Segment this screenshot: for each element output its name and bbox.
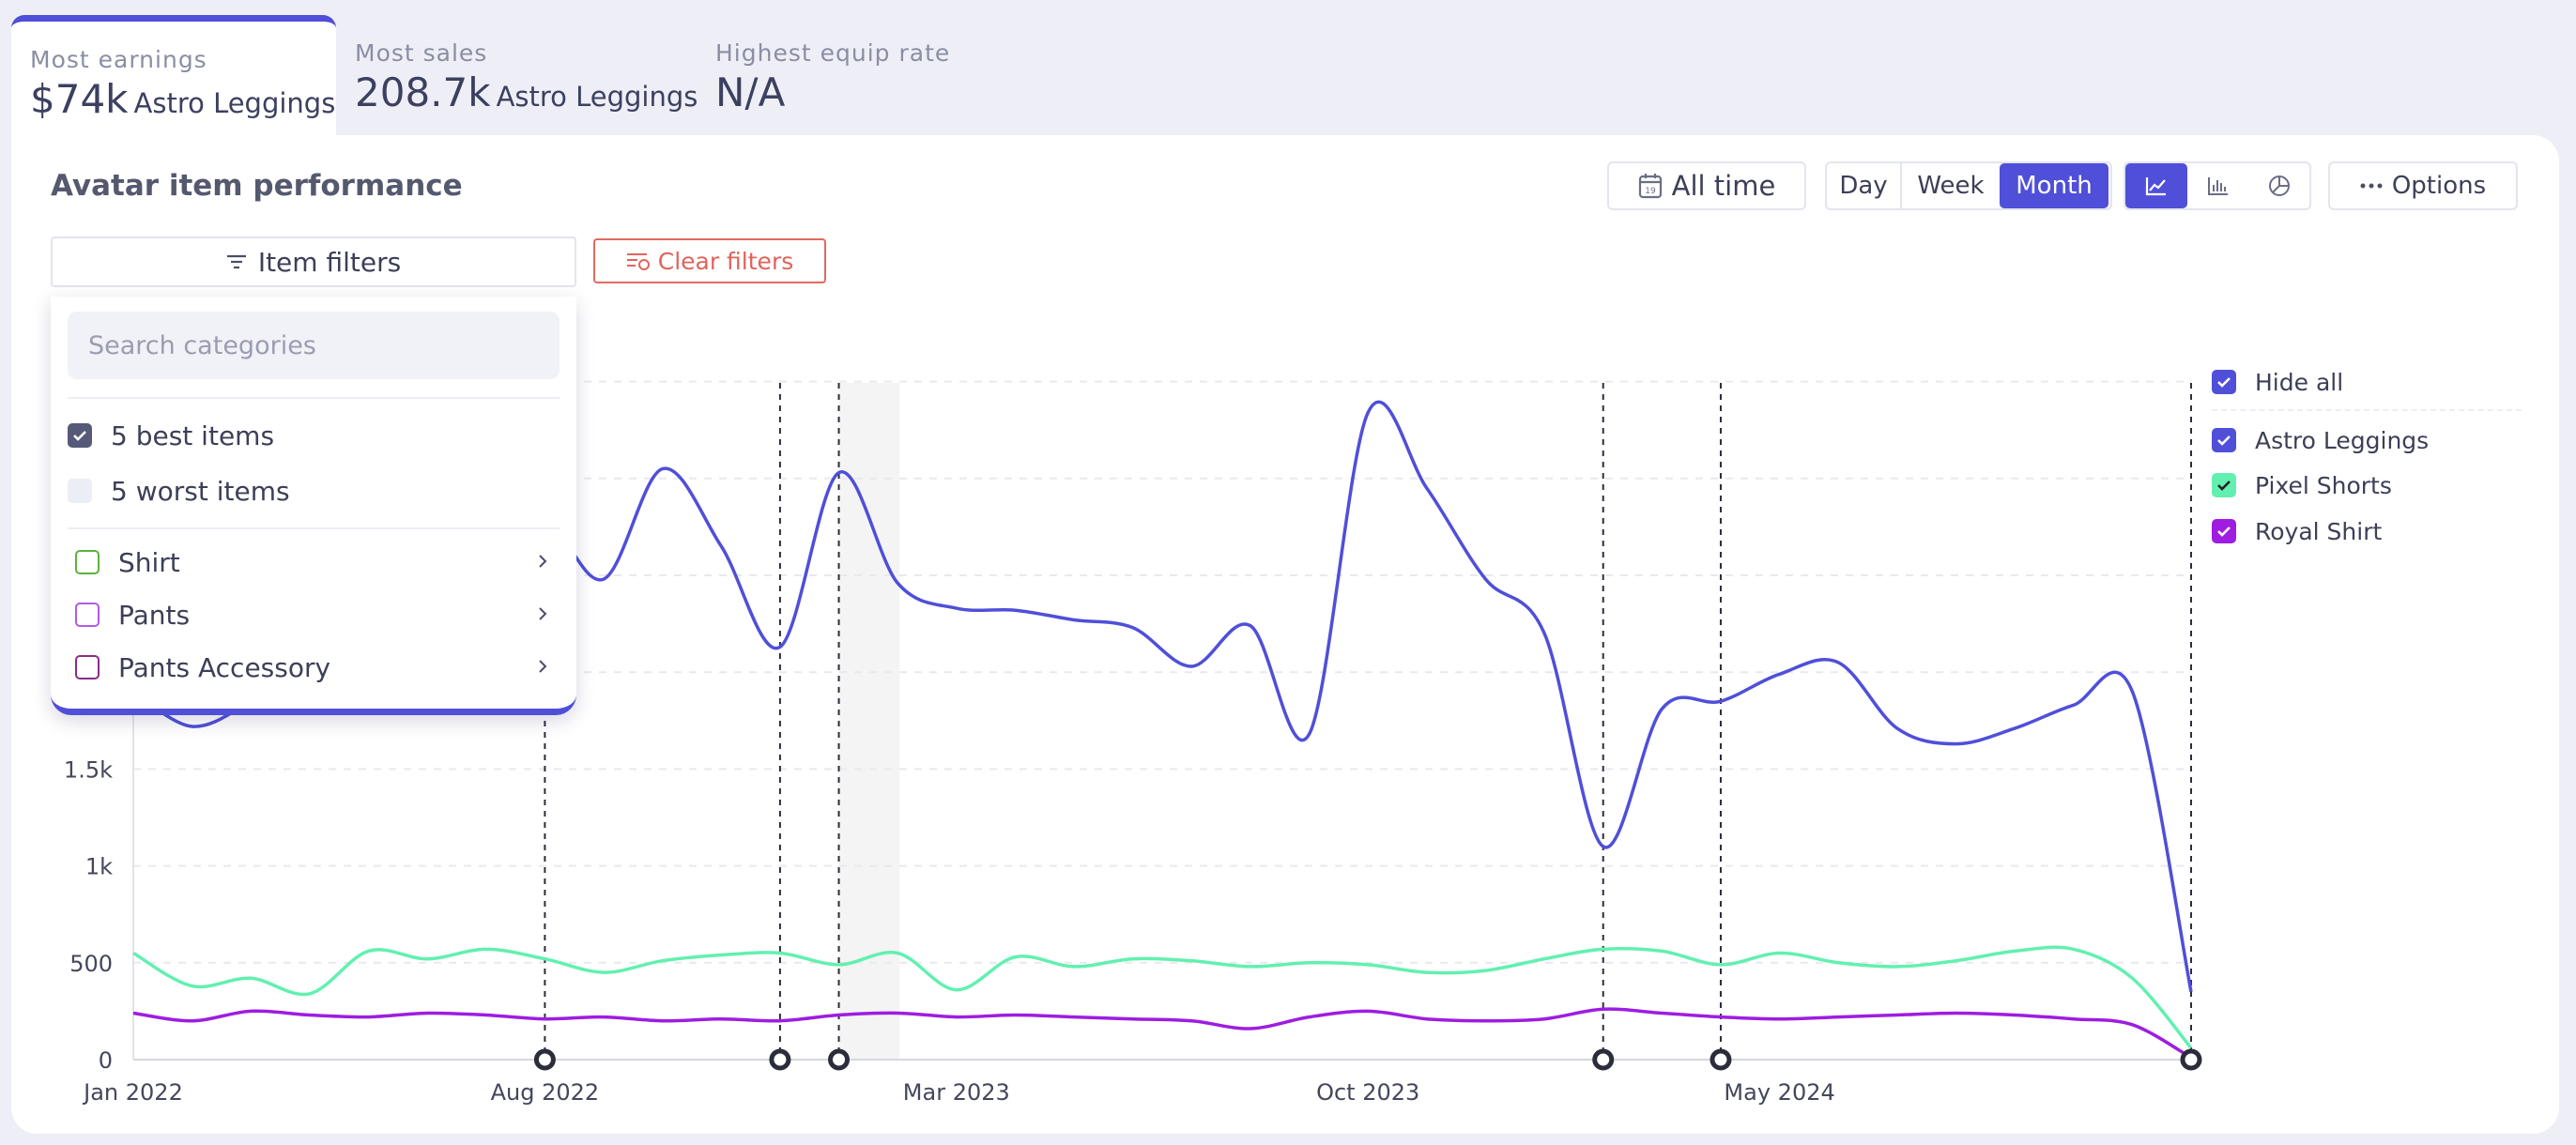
stat-value: 208.7k Astro Leggings (355, 69, 698, 115)
time-range-button[interactable]: 19 All time (1607, 161, 1806, 210)
granularity-day[interactable]: Day (1827, 163, 1902, 208)
category-checkbox[interactable] (75, 603, 100, 627)
divider (68, 397, 560, 399)
event-marker-dot (2180, 1048, 2202, 1071)
check-icon (2217, 527, 2231, 537)
category-label: Shirt (118, 546, 180, 578)
more-horizontal-icon (2360, 183, 2383, 189)
legend-hide-all[interactable]: Hide all (2212, 366, 2343, 398)
stat-number: 208.7k (355, 69, 491, 115)
stat-label: Most sales (355, 39, 488, 67)
checkbox-checked[interactable] (2212, 428, 2236, 452)
series-line-royal-shirt (132, 1007, 2192, 1060)
highlight-band (838, 383, 900, 1060)
category-shirt[interactable]: Shirt (68, 539, 560, 586)
category-pants-accessory[interactable]: Pants Accessory (68, 644, 560, 691)
x-tick-label: Oct 2023 (1316, 1079, 1419, 1106)
check-icon (2217, 377, 2231, 388)
pie-chart-icon (2269, 176, 2290, 196)
preset-label: 5 worst items (111, 475, 290, 507)
chart-view-line[interactable] (2125, 163, 2187, 208)
category-pants[interactable]: Pants (68, 591, 560, 638)
y-tick-label: 0 (99, 1047, 113, 1074)
stat-number: $74k (30, 76, 129, 122)
item-filters-label: Item filters (257, 246, 402, 278)
clear-filters-button[interactable]: Clear filters (593, 238, 826, 283)
svg-text:19: 19 (1645, 187, 1656, 196)
y-tick-label: 1k (85, 854, 113, 880)
category-checkbox[interactable] (75, 550, 100, 574)
event-marker-dot (533, 1048, 556, 1071)
event-marker-dot (1592, 1048, 1615, 1071)
check-icon (2217, 481, 2231, 491)
stat-label: Highest equip rate (715, 39, 951, 67)
y-tick-label: 500 (69, 951, 113, 977)
time-range-label: All time (1671, 170, 1776, 202)
options-label: Options (2391, 172, 2487, 200)
category-label: Pants (118, 599, 191, 631)
stat-tab-most-sales[interactable]: Most sales 208.7k Astro Leggings (336, 15, 698, 137)
chevron-right-icon (539, 660, 547, 673)
x-tick-label: Jan 2022 (82, 1079, 183, 1106)
preset-5-worst-items[interactable]: 5 worst items (68, 467, 560, 514)
legend-label: Pixel Shorts (2255, 471, 2392, 499)
category-label: Pants Accessory (118, 651, 331, 683)
series-line-pixel-shorts (132, 945, 2193, 1049)
check-icon (2217, 435, 2231, 446)
clear-filter-icon (626, 253, 650, 270)
stat-item: Astro Leggings (496, 81, 698, 113)
stat-number: N/A (715, 69, 786, 115)
event-marker-dot (1710, 1048, 1732, 1071)
legend-label: Royal Shirt (2255, 517, 2383, 545)
calendar-icon: 19 (1638, 174, 1662, 199)
legend-label: Astro Leggings (2255, 426, 2430, 454)
clear-filters-label: Clear filters (657, 247, 794, 275)
stat-tab-highest-equip-rate[interactable]: Highest equip rate N/A (710, 15, 1029, 137)
page-title: Avatar item performance (51, 169, 463, 203)
chevron-right-icon (539, 607, 547, 620)
divider (68, 527, 560, 529)
event-marker-dot (828, 1048, 851, 1071)
legend-item-royal-shirt[interactable]: Royal Shirt (2212, 515, 2382, 547)
x-tick-label: Mar 2023 (903, 1079, 1010, 1106)
legend-label: Hide all (2255, 368, 2344, 396)
chart-view-bar[interactable] (2189, 163, 2247, 208)
category-checkbox[interactable] (75, 655, 100, 679)
filter-icon (226, 254, 246, 269)
preset-label: 5 best items (111, 420, 275, 451)
granularity-week[interactable]: Week (1917, 172, 1985, 200)
search-categories-input[interactable] (68, 312, 560, 379)
checkbox-unchecked[interactable] (68, 479, 92, 503)
preset-5-best-items[interactable]: 5 best items (68, 412, 560, 459)
stat-value: N/A (715, 69, 785, 115)
y-tick-label: 1.5k (64, 756, 113, 783)
checkbox-checked[interactable] (68, 423, 92, 448)
x-tick-label: May 2024 (1724, 1079, 1834, 1106)
item-filters-button[interactable]: Item filters (51, 237, 576, 287)
legend-item-astro-leggings[interactable]: Astro Leggings (2212, 424, 2429, 456)
event-marker-dot (769, 1048, 791, 1071)
check-icon (73, 431, 86, 441)
checkbox-checked[interactable] (2212, 370, 2236, 394)
item-filters-dropdown: 5 best items 5 worst items Shirt Pants P… (51, 297, 576, 715)
checkbox-checked[interactable] (2212, 519, 2236, 543)
checkbox-checked[interactable] (2212, 473, 2236, 497)
legend-item-pixel-shorts[interactable]: Pixel Shorts (2212, 469, 2392, 501)
divider (2212, 409, 2522, 411)
stat-tabs: Most earnings $74k Astro Leggings Most sa… (11, 15, 1044, 137)
x-tick-label: Aug 2022 (491, 1079, 600, 1106)
stat-item: Astro Leggings (133, 87, 336, 119)
stat-tab-most-earnings[interactable]: Most earnings $74k Astro Leggings (11, 15, 336, 137)
stat-label: Most earnings (30, 46, 207, 73)
granularity-month[interactable]: Month (2000, 163, 2108, 208)
bar-chart-icon (2208, 177, 2228, 195)
stat-value: $74k Astro Leggings (30, 76, 335, 122)
line-chart-icon (2145, 177, 2166, 196)
chart-view-pie[interactable] (2249, 163, 2309, 208)
chevron-right-icon (539, 555, 547, 568)
options-button[interactable]: Options (2328, 161, 2518, 210)
